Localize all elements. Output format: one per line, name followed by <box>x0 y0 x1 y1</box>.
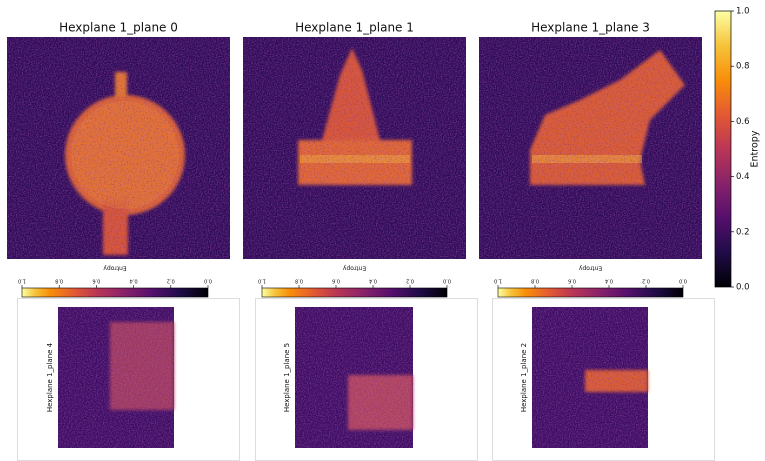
heatmap-image <box>295 307 413 448</box>
panel-title: Hexplane 1_plane 0 <box>59 21 178 35</box>
panel-title: Hexplane 1_plane 5 <box>283 343 291 412</box>
tick-label: 0.8 <box>531 278 539 284</box>
heatmap-image <box>7 37 230 259</box>
tick-label: 0.6 <box>736 117 750 127</box>
colorbar-label: Entropy <box>578 265 602 272</box>
heatmap-image <box>243 37 466 259</box>
colorbar-label: Entropy <box>750 130 761 167</box>
tick-label: 1.0 <box>736 7 750 17</box>
tick-label: 0.6 <box>92 278 100 284</box>
colorbar <box>261 287 448 298</box>
tick-label: 0.0 <box>204 278 212 284</box>
tick-label: 1.0 <box>258 278 266 284</box>
tick-label: 0.4 <box>605 278 613 284</box>
tick-label: 0.2 <box>167 278 175 284</box>
heatmap-image <box>479 37 702 259</box>
tick-label: 0.8 <box>736 62 750 72</box>
tick-label: 0.4 <box>736 172 750 182</box>
colorbar <box>497 287 684 298</box>
tick-label: 0.2 <box>406 278 414 284</box>
tick-label: 0.2 <box>736 227 750 237</box>
heatmap-image <box>58 307 174 448</box>
panel-title: Hexplane 1_plane 1 <box>295 21 414 35</box>
tick-label: 0.4 <box>369 278 377 284</box>
colorbar-label: Entropy <box>342 265 366 272</box>
colorbar-label: Entropy <box>103 265 127 272</box>
tick-label: 0.0 <box>736 283 750 293</box>
tick-label: 0.0 <box>679 278 687 284</box>
panel-title: Hexplane 1_plane 4 <box>46 342 54 412</box>
heatmap-image <box>532 307 648 448</box>
tick-label: 1.0 <box>18 278 26 284</box>
tick-label: 0.8 <box>55 278 63 284</box>
tick-label: 0.0 <box>443 278 451 284</box>
tick-label: 0.8 <box>295 278 303 284</box>
panel-title: Hexplane 1_plane 3 <box>531 21 650 35</box>
tick-label: 1.0 <box>494 278 502 284</box>
tick-label: 0.4 <box>130 278 138 284</box>
panel-title: Hexplane 1_plane 2 <box>520 343 528 412</box>
tick-label: 0.6 <box>568 278 576 284</box>
tick-label: 0.2 <box>642 278 650 284</box>
tick-label: 0.6 <box>332 278 340 284</box>
colorbar <box>714 10 732 288</box>
colorbar <box>21 287 209 298</box>
